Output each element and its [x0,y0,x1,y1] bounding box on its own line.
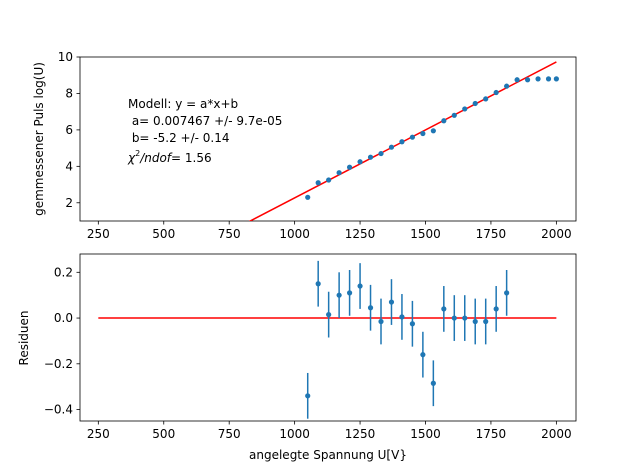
fit-plot-x-tick-label: 1750 [476,227,507,241]
residual-plot-data-point [451,315,457,321]
fit-plot-data-point [514,77,520,83]
residual-plot-data-point [441,306,447,312]
fit-plot-data-point [524,77,531,83]
fit-plot-data-point [535,76,541,82]
model-annotation: Modell: y = a*x+b a= 0.007467 +/- 9.7e-0… [127,97,282,165]
residual-plot-y-tick-label: 0.2 [54,265,73,279]
chi2-superscript: 2 [135,149,140,158]
residual-plot-panel: 250 500 750 1000 1250 1500 1750 2000 0.2 0.0 −0.2 −… [17,253,577,462]
fit-plot-data-point [388,144,395,150]
fit-plot-data-point [545,76,552,82]
fit-plot-x-tick-label: 1500 [410,227,441,241]
residual-plot-data-point [483,318,489,325]
residual-plot-y-tick-label: −0.4 [44,403,73,417]
residual-plot-x-axis-label: angelegte Spannung U[V} [249,448,407,462]
fit-plot-data-point [326,177,332,183]
residual-plot-x-tick-label: 2000 [541,427,572,441]
fit-plot-x-tick-label: 750 [218,227,241,241]
fit-plot-data-point [315,180,321,186]
residual-plot-x-tick-label: 250 [87,427,110,441]
fit-plot-data-point [430,128,436,134]
residual-plot-data-point [493,306,499,312]
fit-plot-data-point [346,164,353,170]
fit-plot-data-point [409,134,416,140]
fit-plot-data-point [504,83,510,89]
residual-plot-data-point [336,292,342,298]
fit-plot-frame [79,56,577,222]
residual-plot-y-axis-label: Residuen [17,311,31,366]
fit-plot-x-tick-label: 1250 [345,227,376,241]
fit-plot-y-tick-label: 10 [58,50,73,64]
residual-plot-x-tick-label: 750 [218,427,241,441]
fit-plot-y-tick-label: 2 [65,196,73,210]
fit-plot-y-tick-label: 4 [65,159,73,173]
residual-plot-data-point [315,281,321,287]
fit-plot-data-point [305,194,311,200]
fit-plot-data-point [420,130,426,137]
residual-plot-data-point [462,315,468,321]
annotation-line-b: b= -5.2 +/- 0.14 [128,131,230,145]
fit-plot-data-point [553,76,559,82]
residual-plot-data-point [305,393,311,399]
fit-plot-data-point [441,118,447,124]
fit-plot-data-point [483,96,489,102]
residual-plot-data-point [430,380,436,386]
fit-plot-data-point [472,100,478,107]
residual-plot-data-point [504,290,510,296]
residual-plot-data-point [346,290,353,296]
fit-plot-data-point [336,170,342,176]
residual-plot-data-point [367,305,374,311]
residual-plot-x-tick-label: 1000 [279,427,310,441]
fit-plot-panel: 250 500 750 1000 1250 1500 1750 2000 2 4 6 8 10 gemm… [32,50,577,241]
residual-plot-x-tick-label: 1750 [476,427,507,441]
fit-plot-data-point [367,154,374,160]
fit-plot-data-point [357,159,363,165]
fit-plot-data-point [493,89,499,96]
residual-plot-data-point [357,283,363,289]
residual-plot-data-point [420,352,426,358]
fit-plot-data-point [462,106,468,112]
fit-plot-data-point [378,150,384,157]
residual-plot-y-tick-label: 0.0 [54,311,73,325]
residual-plot-data-point [409,321,416,327]
fit-plot-y-tick-label: 8 [65,86,73,100]
residual-plot-x-tick-label: 500 [152,427,175,441]
chi2-ndof: /ndof [139,151,173,165]
residual-plot-data-point [388,299,395,305]
residual-plot-data-point [472,318,478,325]
chi2-symbol: χ [127,151,136,165]
residual-plot-data-point [326,312,332,318]
fit-plot-x-tick-label: 1000 [279,227,310,241]
fit-plot-y-axis-label: gemmessener Puls log(U) [32,62,46,216]
fit-plot-x-tick-label: 2000 [541,227,572,241]
residual-plot-data-point [399,314,405,320]
residual-plot-data-point [378,318,384,325]
fit-plot-data-point [399,139,405,145]
chi2-value: = 1.56 [171,151,212,165]
annotation-line-chi2: χ2/ndof= 1.56 [127,149,212,165]
fit-plot-x-tick-label: 500 [152,227,175,241]
residual-plot-y-tick-label: −0.2 [44,357,73,371]
residual-plot-x-tick-label: 1500 [410,427,441,441]
residual-plot-x-tick-label: 1250 [345,427,376,441]
annotation-line-a: a= 0.007467 +/- 9.7e-05 [128,114,282,128]
fit-plot-y-tick-label: 6 [65,123,73,137]
fit-plot-x-tick-label: 250 [87,227,110,241]
fit-plot-data-point [451,112,457,118]
annotation-line-model: Modell: y = a*x+b [128,97,238,111]
